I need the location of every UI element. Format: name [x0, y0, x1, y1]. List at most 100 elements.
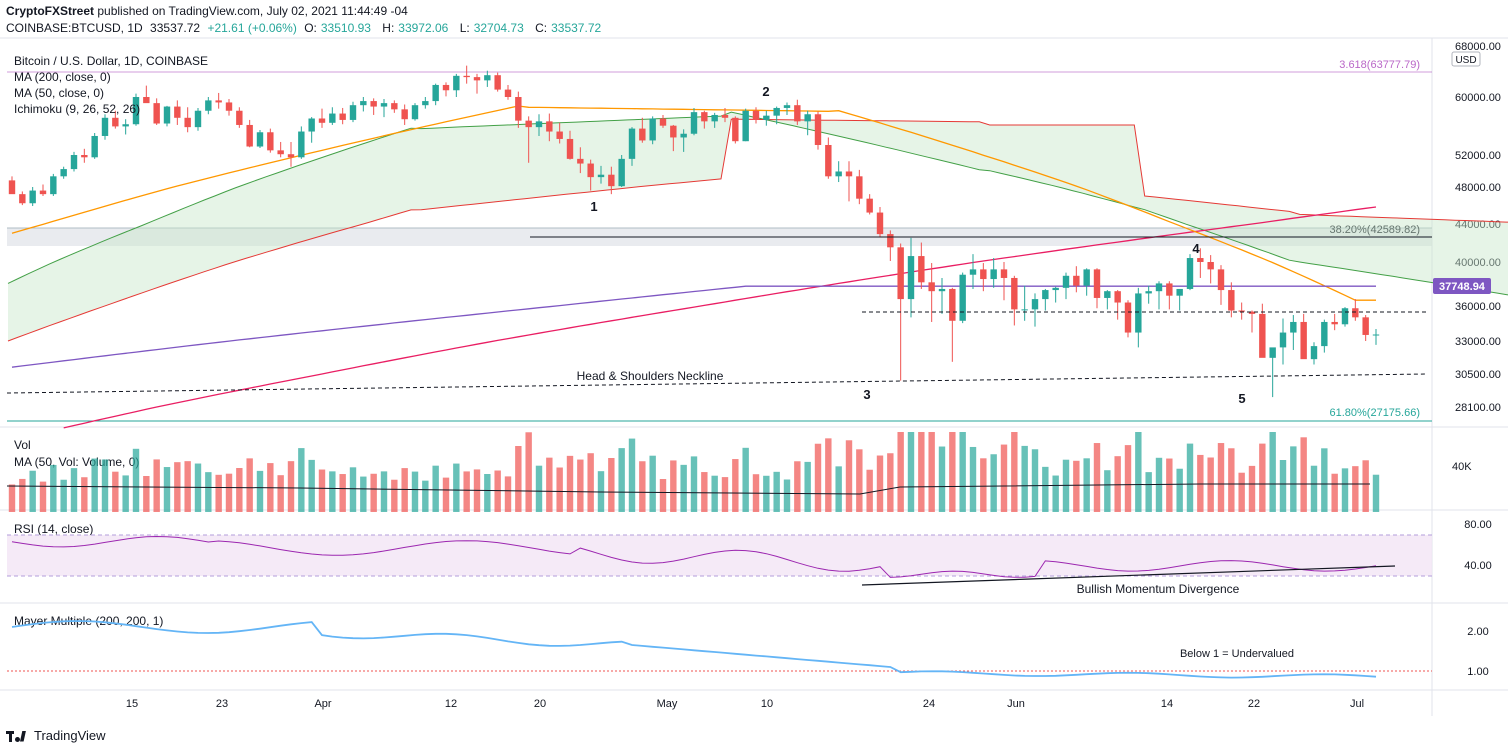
candle-body [174, 106, 181, 118]
volume-bar [711, 475, 718, 512]
volume-bar [670, 460, 677, 512]
volume-bar [535, 465, 543, 512]
volume-bar [1279, 460, 1287, 512]
price-tick-label: 48000.00 [1455, 182, 1501, 194]
volume-bar [907, 432, 915, 512]
volume-bar [701, 472, 708, 512]
candle-body [1217, 269, 1225, 291]
candle-body [1052, 287, 1059, 291]
volume-bar [1197, 454, 1204, 512]
volume-bar [380, 471, 388, 512]
candle-body [618, 158, 625, 187]
volume-ma-title: MA (50, Vol: Volume, 0) [14, 455, 139, 469]
volume-bar [587, 453, 594, 512]
volume-bar [804, 461, 811, 512]
wave-label-5: 5 [1238, 391, 1245, 406]
volume-bar [1341, 468, 1349, 512]
indicator-legend: Ichimoku (9, 26, 52, 26) [14, 102, 140, 116]
candle-body [525, 120, 532, 128]
volume-bar [1166, 458, 1173, 512]
candle-body [1238, 310, 1245, 312]
volume-bar [1145, 472, 1152, 512]
candle-body [329, 113, 336, 123]
candle-body [205, 100, 212, 111]
candle-body [256, 132, 264, 147]
volume-bar [1135, 432, 1142, 512]
candle-body [949, 288, 956, 321]
volume-bar [391, 479, 398, 512]
candle-body [287, 154, 295, 158]
neckline-label: Head & Shoulders Neckline [577, 369, 724, 383]
candle-body [566, 138, 574, 159]
volume-bar [1011, 432, 1018, 512]
volume-bar [1238, 472, 1245, 512]
volume-bar [308, 459, 315, 512]
volume-ma-line [6, 483, 1370, 495]
x-tick-label: 20 [534, 698, 546, 710]
candle-body [411, 105, 419, 120]
rsi-tick-label: 40.00 [1464, 560, 1492, 572]
candle-body [494, 75, 501, 90]
candle-body [814, 114, 822, 145]
candle-body [876, 212, 884, 235]
volume-bar [969, 446, 977, 512]
price-tick-label: 68000.00 [1455, 41, 1501, 53]
volume-bar [401, 468, 408, 512]
candle-body [1248, 311, 1256, 314]
rsi-tick-label: 80.00 [1464, 519, 1492, 531]
volume-bar [814, 443, 822, 512]
candle-body [339, 113, 346, 120]
volume-bar [1042, 466, 1049, 512]
volume-bar [732, 459, 739, 512]
x-tick-label: 24 [923, 698, 935, 710]
candle-body [1341, 308, 1349, 325]
candle-body [215, 100, 222, 103]
ohlc-open: O: 33510.93 [304, 21, 371, 35]
wave-label-3: 3 [863, 387, 870, 402]
volume-bar [783, 479, 791, 512]
volume-bar [1124, 445, 1132, 512]
neckline-dashed [6, 373, 1427, 394]
candle-body [928, 282, 935, 292]
volume-bar [608, 458, 615, 512]
candle-body [194, 110, 202, 128]
mayer-tick-label: 2.00 [1467, 626, 1488, 638]
volume-bar [1372, 474, 1380, 512]
volume-bar [1352, 466, 1359, 512]
rsi-line [11, 535, 1377, 578]
volume-bar [360, 476, 367, 512]
last-price: 33537.72 [150, 21, 201, 35]
volume-bar [773, 471, 780, 512]
volume-bar [236, 468, 243, 512]
candle-body [794, 105, 801, 122]
candle-body [1166, 283, 1173, 296]
candle-body [670, 125, 677, 138]
volume-bar [639, 461, 646, 512]
volume-bar [866, 469, 873, 512]
x-tick-label: 14 [1161, 698, 1173, 710]
volume-bar [1300, 437, 1307, 512]
volume-bar [463, 471, 470, 512]
candle-body [432, 84, 439, 102]
tradingview-footer[interactable]: TradingView [6, 728, 106, 743]
tradingview-logo-icon [6, 729, 28, 743]
volume-bar [422, 480, 429, 512]
rsi-divergence-line [861, 565, 1396, 586]
currency-label: USD [1455, 55, 1476, 66]
candle-body [442, 84, 450, 91]
candle-body [277, 150, 284, 155]
kijun-line [11, 285, 1376, 368]
x-tick-label: 22 [1248, 698, 1260, 710]
candle-body [535, 121, 543, 128]
candle-body [1269, 347, 1276, 358]
candle-body [701, 112, 708, 122]
candle-body [1300, 321, 1307, 360]
volume-bar [949, 432, 956, 512]
x-tick-label: 12 [445, 698, 457, 710]
tradingview-brand: TradingView [34, 728, 106, 743]
candle-body [463, 75, 470, 78]
candle-body [680, 133, 687, 138]
volume-bar [525, 432, 532, 512]
volume-bar [122, 475, 129, 512]
